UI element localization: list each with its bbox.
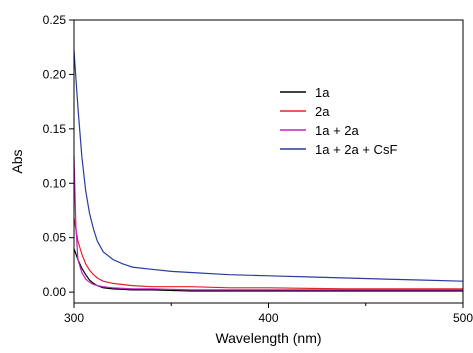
series-line-1 (73, 217, 463, 290)
axis-ticks (69, 19, 464, 308)
legend-label: 2a (315, 104, 330, 119)
axis-tick-labels: 0.00 0.05 0.10 0.15 0.20 0.25 300 400 500 (43, 13, 473, 325)
legend-label: 1a + 2a + CsF (315, 142, 397, 157)
series-line-3 (73, 50, 464, 282)
x-tick-label: 300 (64, 311, 84, 325)
series-line-0 (73, 248, 463, 292)
y-tick-label: 0.25 (43, 13, 67, 27)
y-tick-label: 0.20 (43, 67, 67, 81)
series-line-2 (73, 156, 463, 291)
x-tick-label: 500 (453, 311, 473, 325)
legend: 1a 2a 1a + 2a 1a + 2a + CsF (280, 85, 397, 157)
y-axis-title: Abs (9, 149, 25, 173)
x-tick-label: 400 (258, 311, 278, 325)
plot-lines (73, 50, 464, 292)
y-tick-label: 0.00 (43, 285, 67, 299)
legend-label: 1a (315, 85, 330, 100)
x-axis-title: Wavelength (nm) (215, 330, 321, 346)
y-tick-label: 0.10 (43, 176, 67, 190)
y-tick-label: 0.15 (43, 122, 67, 136)
plot-frame (73, 19, 464, 304)
legend-label: 1a + 2a (315, 123, 360, 138)
y-tick-label: 0.05 (43, 231, 67, 245)
